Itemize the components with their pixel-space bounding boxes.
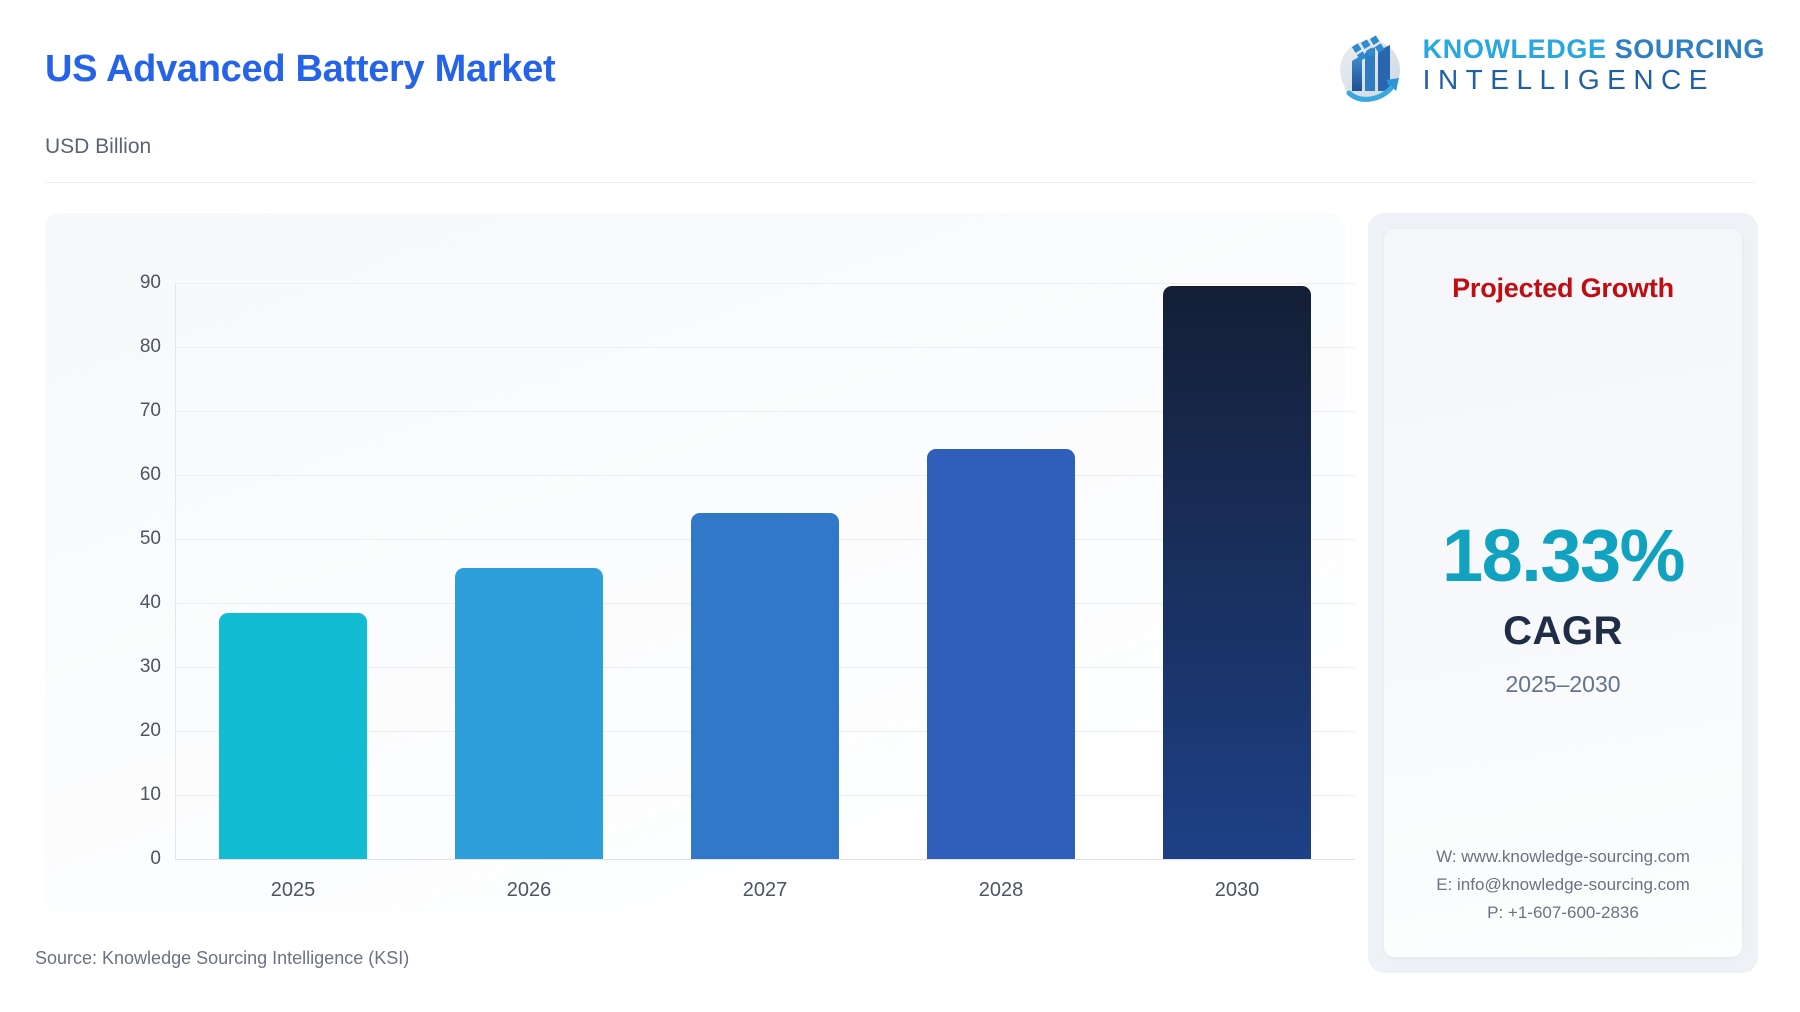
logo-line-1: KNOWLEDGE SOURCING [1423, 35, 1765, 63]
bar-slot [1119, 283, 1355, 859]
y-tick-label: 70 [139, 400, 161, 421]
y-tick-label: 30 [139, 656, 161, 677]
ksi-globe-bars-arrow-icon [1329, 25, 1409, 105]
projected-growth-panel: Projected Growth 18.33% CAGR 2025–2030 W… [1368, 213, 1758, 973]
projected-growth-panel-inner: Projected Growth 18.33% CAGR 2025–2030 W… [1384, 229, 1742, 957]
bar-2025[interactable] [219, 613, 367, 859]
bar-2027[interactable] [691, 513, 839, 859]
y-tick-label: 50 [139, 528, 161, 549]
contact-phone: P: +1-607-600-2836 [1487, 902, 1639, 922]
x-tick-label-2026: 2026 [506, 879, 552, 901]
header: US Advanced Battery Market USD Billion [0, 0, 1800, 183]
x-tick-label-2025: 2025 [270, 879, 316, 901]
x-tick-label-2027: 2027 [742, 879, 788, 901]
y-tick-label: 0 [150, 848, 161, 869]
bars-group [175, 283, 1355, 859]
y-tick-label: 40 [139, 592, 161, 613]
bar-slot [883, 283, 1119, 859]
cagr-period: 2025–2030 [1505, 671, 1621, 697]
contact-block: W: www.knowledge-sourcing.com E: info@kn… [1384, 843, 1742, 927]
gridline [175, 411, 1355, 412]
gridline [175, 347, 1355, 348]
bar-slot [411, 283, 647, 859]
logo-knowledge-text: KNOWLEDGE [1422, 34, 1607, 65]
gridline [175, 859, 1355, 860]
cagr-label: CAGR [1503, 609, 1623, 653]
logo-intelligence-text: INTELLIGENCE [1422, 64, 1715, 96]
contact-website: W: www.knowledge-sourcing.com [1436, 846, 1690, 866]
panel-title: Projected Growth [1452, 273, 1674, 303]
source-note: Source: Knowledge Sourcing Intelligence … [35, 948, 410, 968]
chart-card: 0 10 20 30 40 50 60 70 80 90 2025 2026 2027 2028 2030 [45, 213, 1355, 913]
contact-email: E: info@knowledge-sourcing.com [1436, 874, 1690, 894]
logo-wordmark: KNOWLEDGE SOURCING INTELLIGENCE [1423, 35, 1765, 95]
bar-2028[interactable] [927, 449, 1075, 859]
gridline [175, 475, 1355, 476]
bar-2026[interactable] [455, 567, 603, 859]
gridline [175, 283, 1355, 284]
y-tick-label: 10 [139, 784, 161, 805]
x-tick-label-2030: 2030 [1214, 879, 1260, 901]
cagr-value: 18.33% [1442, 514, 1685, 597]
header-divider [45, 182, 1755, 183]
logo-sourcing-text: SOURCING [1614, 34, 1765, 65]
bar-slot [647, 283, 883, 859]
y-axis-line [175, 283, 176, 860]
y-tick-label: 90 [139, 272, 161, 293]
page-title: US Advanced Battery Market [45, 48, 556, 90]
y-tick-label: 80 [139, 336, 161, 357]
bar-2030[interactable] [1163, 286, 1311, 859]
y-tick-label: 60 [139, 464, 161, 485]
plot-area: 0 10 20 30 40 50 60 70 80 90 2025 2026 2027 2028 2030 [140, 272, 1355, 901]
company-logo: KNOWLEDGE SOURCING INTELLIGENCE [1329, 25, 1765, 105]
x-tick-label-2028: 2028 [978, 879, 1024, 901]
bar-slot [175, 283, 411, 859]
page-subtitle: USD Billion [45, 135, 152, 158]
y-tick-label: 20 [139, 720, 161, 741]
